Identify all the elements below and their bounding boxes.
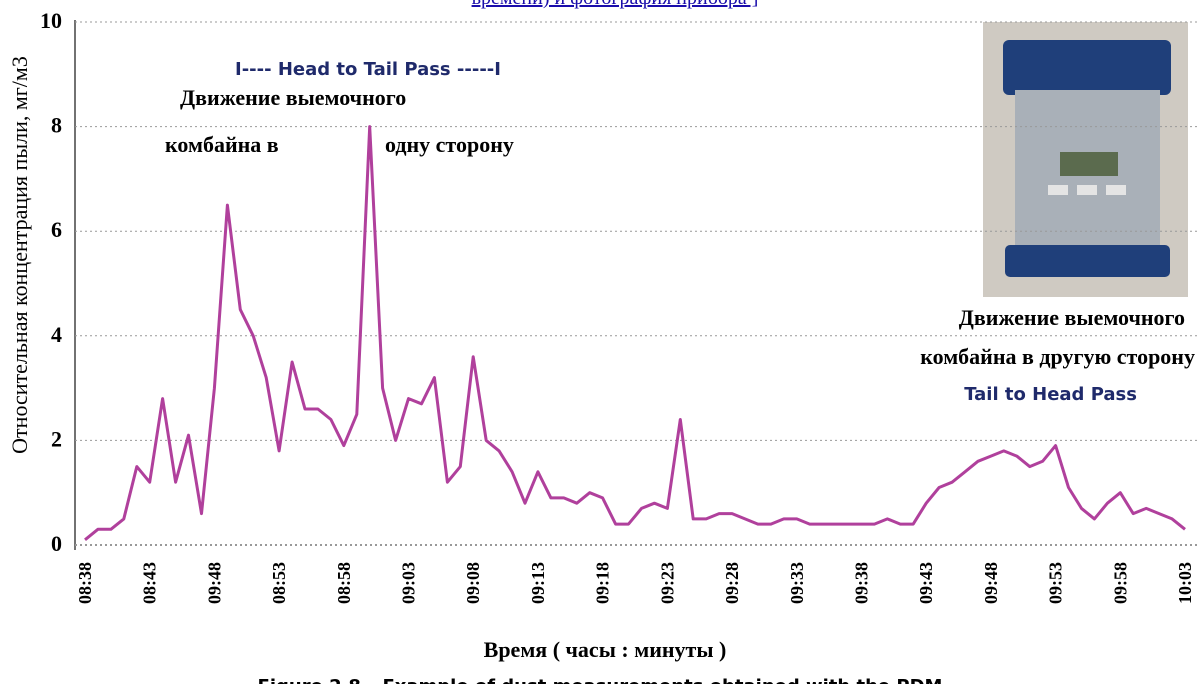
x-tick-label: 09:08 [463, 562, 483, 604]
x-tick-label: 09:13 [528, 562, 548, 604]
x-tick-label: 08:38 [75, 562, 95, 604]
annotation: одну сторону [385, 132, 514, 157]
x-tick-label: 09:53 [1046, 562, 1066, 604]
device-photo [983, 22, 1188, 297]
x-tick-label: 09:23 [657, 562, 677, 604]
annotation: комбайна в другую сторону [920, 344, 1195, 369]
x-tick-label: 09:33 [787, 562, 807, 604]
annotation: I---- Head to Tail Pass -----I [235, 59, 501, 80]
y-tick-label: 4 [51, 322, 62, 347]
y-tick-label: 0 [51, 531, 62, 556]
x-tick-label: 10:03 [1175, 562, 1195, 604]
header-link[interactable]: времени) и фотография прибора ] [472, 0, 759, 9]
y-tick-label: 2 [51, 426, 62, 451]
y-tick-label: 8 [51, 113, 62, 138]
annotation: Tail to Head Pass [964, 384, 1137, 405]
x-tick-label: 08:58 [334, 562, 354, 604]
annotation: Движение выемочного [959, 305, 1185, 330]
x-tick-label: 09:48 [981, 562, 1001, 604]
x-tick-label: 09:43 [916, 562, 936, 604]
x-tick-label: 09:58 [1110, 562, 1130, 604]
caption: Figure 2.8 – Example of dust measurement… [258, 676, 943, 684]
y-axis-title: Относительная концентрация пыли, мг/м3 [7, 56, 32, 454]
x-tick-label: 09:28 [722, 562, 742, 604]
x-tick-label: 09:38 [851, 562, 871, 604]
annotation: Движение выемочного [180, 85, 406, 110]
x-tick-label: 09:03 [399, 562, 419, 604]
x-tick-label: 09:48 [204, 562, 224, 604]
x-tick-label: 08:43 [140, 562, 160, 604]
x-axis-title: Время ( часы : минуты ) [484, 637, 727, 662]
y-tick-label: 6 [51, 217, 62, 242]
annotation: комбайна в [165, 132, 279, 157]
x-tick-label: 08:53 [269, 562, 289, 604]
y-tick-label: 10 [40, 8, 62, 33]
x-tick-label: 09:18 [593, 562, 613, 604]
data-line [84, 125, 1186, 541]
